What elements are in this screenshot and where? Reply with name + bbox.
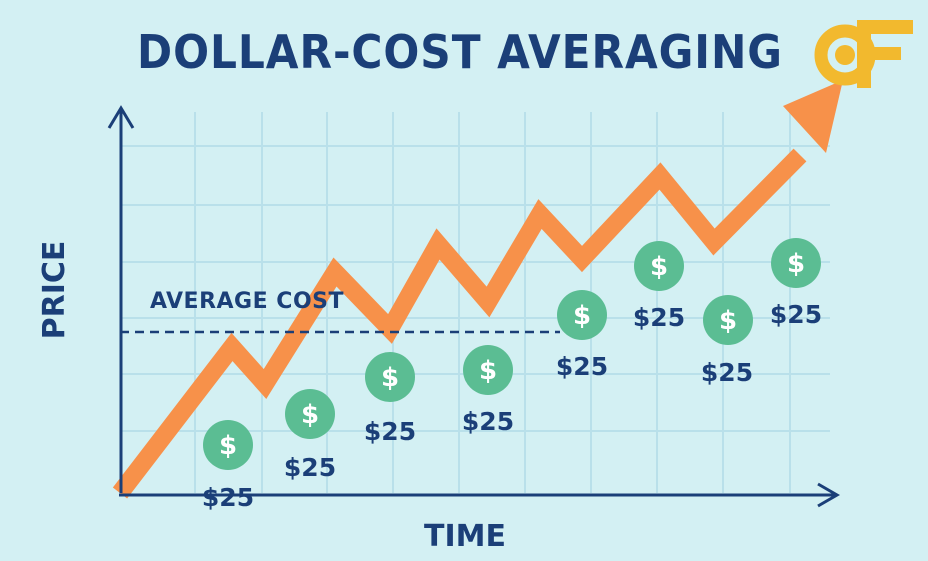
coin-symbol: $	[479, 356, 497, 386]
purchase-coins: $ $ $ $ $ $ $ $	[203, 238, 821, 470]
coin-label-5: $25	[555, 352, 609, 381]
average-cost-label: AVERAGE COST	[150, 289, 344, 314]
dollar-coin-icon: $	[703, 295, 753, 345]
coin-symbol: $	[381, 363, 399, 393]
y-axis-label: PRICE	[37, 240, 72, 340]
dollar-coin-icon: $	[557, 290, 607, 340]
dollar-coin-icon: $	[365, 352, 415, 402]
coin-symbol: $	[219, 431, 237, 461]
dollar-coin-icon: $	[463, 345, 513, 395]
coin-symbol: $	[573, 301, 591, 331]
coin-label-1: $25	[201, 483, 255, 512]
trend-arrow-icon	[783, 80, 843, 153]
coin-symbol: $	[787, 249, 805, 279]
of-logo-icon	[814, 20, 913, 88]
page-title: DOLLAR-COST AVERAGING	[137, 25, 783, 79]
coin-label-8: $25	[769, 300, 823, 329]
dollar-coin-icon: $	[771, 238, 821, 288]
coin-label-3: $25	[363, 417, 417, 446]
coin-label-6: $25	[632, 303, 686, 332]
dollar-coin-icon: $	[203, 420, 253, 470]
dollar-coin-icon: $	[285, 389, 335, 439]
dollar-coin-icon: $	[634, 241, 684, 291]
coin-label-7: $25	[700, 358, 754, 387]
coin-symbol: $	[301, 400, 319, 430]
x-axis-arrow-icon	[817, 482, 840, 508]
x-axis-label: TIME	[424, 519, 506, 554]
coin-symbol: $	[719, 306, 737, 336]
coin-label-4: $25	[461, 407, 515, 436]
coin-symbol: $	[650, 252, 668, 282]
y-axis-arrow-icon	[107, 105, 135, 129]
coin-label-2: $25	[283, 453, 337, 482]
price-line	[112, 148, 807, 499]
